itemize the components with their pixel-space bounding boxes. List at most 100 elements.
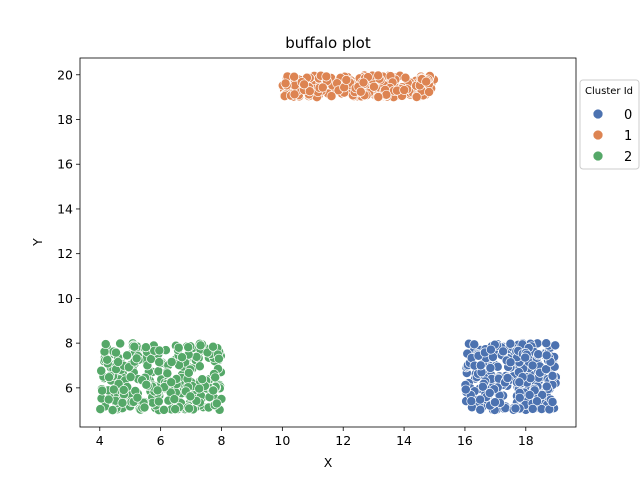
cluster-0-point <box>469 339 480 350</box>
cluster-2-point <box>166 377 177 388</box>
x-tick-label: 14 <box>396 433 412 448</box>
cluster-2-point <box>194 383 205 394</box>
legend-marker <box>592 108 604 120</box>
x-axis: 4 6 8 10 12 14 16 18 <box>96 427 534 448</box>
cluster-0-point <box>547 396 558 407</box>
cluster-1-point <box>400 72 411 83</box>
x-tick-label: 4 <box>96 433 104 448</box>
cluster-2-point <box>208 385 219 396</box>
y-tick-label: 8 <box>65 336 73 351</box>
cluster-2-point <box>183 367 194 378</box>
cluster-2-point <box>210 372 221 383</box>
cluster-2-point <box>166 356 177 367</box>
y-tick-label: 18 <box>57 112 73 127</box>
legend-label: 0 <box>624 108 632 123</box>
y-tick-label: 16 <box>57 157 73 172</box>
cluster-1-point <box>411 92 422 102</box>
cluster-1-point <box>321 71 332 82</box>
cluster-2-point <box>185 391 196 402</box>
cluster-0-point <box>484 388 495 398</box>
cluster-1-point <box>399 85 410 96</box>
cluster-0-point <box>514 392 525 403</box>
cluster-2-point <box>113 357 124 367</box>
cluster-2-point <box>154 357 165 368</box>
cluster-1-point <box>358 77 369 88</box>
x-tick-label: 18 <box>518 433 534 448</box>
cluster-2-point <box>183 342 194 353</box>
x-tick-label: 16 <box>457 433 473 448</box>
y-tick-label: 10 <box>57 291 73 306</box>
cluster-2-point <box>103 394 114 405</box>
cluster-2-point <box>195 340 206 351</box>
cluster-0-point <box>541 338 552 349</box>
y-axis-label: Y <box>30 238 45 247</box>
cluster-2-point <box>173 342 184 353</box>
legend-box <box>579 79 640 170</box>
cluster-0-point <box>547 370 558 381</box>
cluster-0-point <box>527 403 538 414</box>
cluster-1-point <box>355 86 366 97</box>
cluster-0-point <box>541 364 552 375</box>
cluster-2-point <box>132 392 143 403</box>
cluster-2-point <box>108 384 119 395</box>
cluster-2-point <box>184 403 195 414</box>
data-points <box>95 70 561 416</box>
x-tick-label: 12 <box>335 433 351 448</box>
cluster-1-point <box>304 86 315 97</box>
cluster-0-point <box>550 340 561 351</box>
cluster-0-point <box>460 384 471 395</box>
cluster-2-point <box>129 341 140 352</box>
cluster-0-point <box>527 360 538 371</box>
cluster-2-point <box>194 361 205 372</box>
cluster-0-point <box>505 338 516 349</box>
cluster-0-point <box>475 394 486 405</box>
chart-title: buffalo plot <box>285 34 371 52</box>
y-tick-label: 14 <box>57 201 73 216</box>
x-tick-label: 6 <box>157 433 165 448</box>
cluster-2-point <box>139 402 150 413</box>
cluster-2-point <box>152 385 163 396</box>
cluster-0-point <box>498 346 509 357</box>
cluster-2-point <box>96 365 107 376</box>
legend-label: 2 <box>624 150 632 165</box>
cluster-0-point <box>520 352 531 363</box>
cluster-0-point <box>490 397 500 408</box>
cluster-2-point <box>111 347 121 358</box>
cluster-0-point <box>510 403 521 414</box>
legend-label: 1 <box>624 129 632 144</box>
cluster-2-point <box>125 372 136 383</box>
cluster-1-point <box>373 92 384 103</box>
y-axis: 6 8 10 12 14 16 18 20 <box>57 67 80 395</box>
cluster-0-point <box>541 350 552 361</box>
plot-frame <box>79 57 577 428</box>
cluster-0-point <box>475 360 486 371</box>
legend-marker <box>592 129 604 141</box>
cluster-2-point <box>154 345 165 356</box>
cluster-1-point <box>341 75 352 85</box>
cluster-1-point <box>289 71 300 82</box>
cluster-0-point <box>541 381 552 392</box>
cluster-2-point <box>211 398 222 409</box>
cluster-2-point <box>162 368 173 379</box>
cluster-1-point <box>368 81 379 92</box>
cluster-2-point <box>117 397 128 408</box>
cluster-1-point <box>299 79 310 90</box>
y-tick-label: 6 <box>65 380 73 395</box>
cluster-0-point <box>475 404 486 415</box>
y-tick-label: 12 <box>57 246 73 261</box>
cluster-2-point <box>153 366 164 377</box>
cluster-1-point <box>289 89 300 100</box>
cluster-2-point <box>153 396 164 407</box>
cluster-0-point <box>505 357 516 368</box>
cluster-0-point <box>532 396 542 407</box>
cluster-1-point <box>421 76 432 87</box>
y-tick-label: 20 <box>57 67 73 82</box>
cluster-2-point <box>208 341 219 352</box>
cluster-2-point <box>159 404 169 415</box>
cluster-2-point <box>141 379 152 390</box>
cluster-1-point <box>373 70 384 81</box>
cluster-2-point <box>104 372 114 383</box>
cluster-2-point <box>170 404 181 415</box>
cluster-2-point <box>118 385 129 395</box>
cluster-0-point <box>477 381 488 392</box>
